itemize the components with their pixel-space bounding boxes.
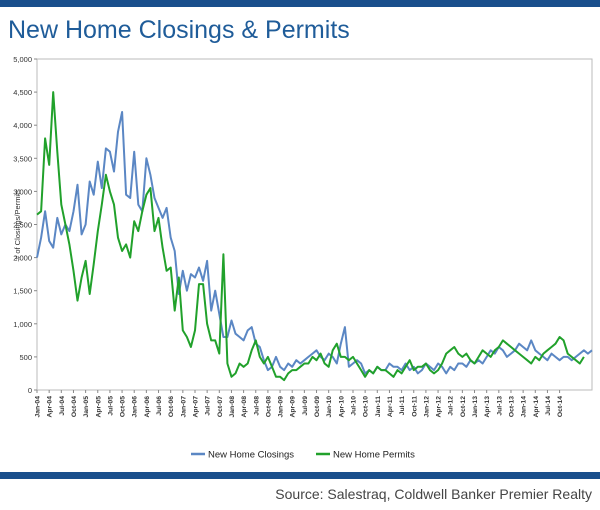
x-tick-label: Oct-09 [314,396,321,417]
y-tick-label: 3,500 [13,154,32,163]
x-tick-label: Apr-10 [338,396,345,418]
x-tick-label: Jul-08 [253,396,260,416]
x-tick-label: Jul-10 [350,396,357,416]
x-tick-label: Jan-08 [229,396,236,418]
x-tick-label: Jan-04 [35,396,42,418]
y-tick-label: 4,000 [13,121,32,130]
x-tick-label: Jan-13 [472,396,479,418]
x-tick-label: Apr-07 [192,396,199,418]
x-tick-label: Apr-12 [436,396,443,418]
source-note: Source: Salestraq, Coldwell Banker Premi… [275,486,592,502]
line-chart: 0 500 1,000 1,500 2,000 2,500 3,000 3,500 4,000 4… [13,55,593,461]
x-tick-label: Apr-05 [95,396,102,418]
y-tick-label: 0 [28,386,32,395]
x-tick-label: Oct-06 [168,396,175,417]
x-tick-label: Oct-07 [217,396,224,417]
x-tick-label: Jul-14 [545,396,552,416]
x-tick-label: Oct-13 [508,396,515,417]
y-tick-label: 5,000 [13,55,32,64]
x-tick-label: Jul-09 [302,396,309,416]
x-tick-label: Jan-12 [423,396,430,418]
x-tick-label: Apr-06 [144,396,151,418]
x-tick-label: Oct-10 [363,396,370,417]
x-tick-label: Jul-12 [448,396,455,416]
x-tick-label: Jan-07 [180,396,187,418]
x-tick-label: Jul-04 [59,396,66,416]
y-tick-label: 500 [19,353,32,362]
x-tick-label: Jan-14 [521,396,528,418]
x-tick-label: Jul-11 [399,396,406,415]
x-tick-label: Apr-09 [290,396,297,418]
y-tick-label: 2,000 [13,254,32,263]
y-axis-label: # of Closings/Permits [13,189,22,260]
x-tick-label: Jul-05 [107,396,114,416]
x-tick-label: Jan-06 [132,396,139,418]
y-tick-label: 4,500 [13,88,32,97]
x-tick-label: Oct-08 [265,396,272,417]
x-tick-label: Oct-11 [411,396,418,417]
x-tick-label: Oct-05 [120,396,127,417]
x-tick-label: Jul-06 [156,396,163,416]
y-tick-label: 3,000 [13,187,32,196]
legend-label-closings: New Home Closings [208,450,294,461]
x-tick-label: Jan-09 [278,396,285,418]
bottom-accent-bar [0,472,600,479]
x-tick-label: Oct-04 [71,396,78,417]
permits-line [36,91,585,382]
chart-title: New Home Closings & Permits [8,16,350,44]
y-tick-label: 1,000 [13,320,32,329]
x-tick-label: Apr-04 [47,396,54,418]
x-tick-label: Jan-11 [375,396,382,417]
x-tick-label: Apr-08 [241,396,248,418]
x-tick-label: Jan-10 [326,396,333,418]
plot-area [36,58,593,391]
x-tick-label: Apr-14 [533,396,540,418]
x-tick-label: Jan-05 [83,396,90,418]
x-tick-label: Oct-14 [557,396,564,417]
x-tick-label: Oct-12 [460,396,467,417]
legend-label-permits: New Home Permits [333,450,415,461]
x-tick-label: Apr-11 [387,396,394,417]
x-tick-label: Jul-07 [205,396,212,416]
x-tick-label: Jul-13 [496,396,503,416]
y-tick-label: 2,500 [13,221,32,230]
x-tick-label: Apr-13 [484,396,491,418]
y-tick-label: 1,500 [13,287,32,296]
top-accent-bar [0,0,600,7]
